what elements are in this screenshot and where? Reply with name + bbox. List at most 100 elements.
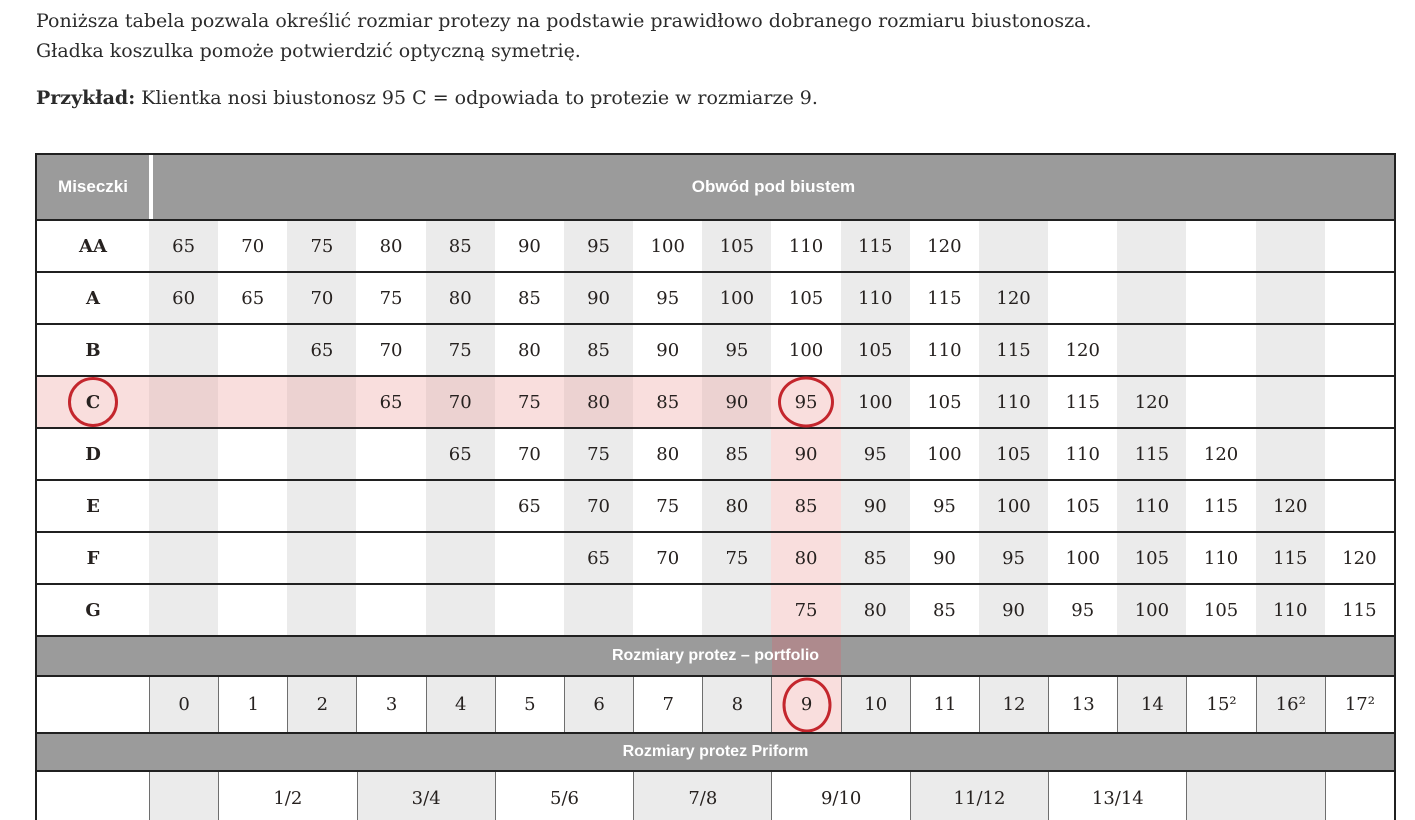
priform-cell-9-10: 9/10 <box>771 772 910 820</box>
cell-C-col2 <box>218 377 288 427</box>
cell-C-col17 <box>1255 377 1325 427</box>
size-cell-13: 13 <box>1048 677 1118 732</box>
cell-D-col1 <box>149 429 219 479</box>
priform-cell-empty-9 <box>1324 772 1394 820</box>
cell-B-col9: 95 <box>702 325 772 375</box>
cell-AA-col18 <box>1324 221 1394 271</box>
priform-row-empty-cell <box>37 772 149 820</box>
cell-D-col12: 100 <box>909 429 979 479</box>
cell-F-col12: 90 <box>909 533 979 583</box>
cell-AA-col17 <box>1255 221 1325 271</box>
cell-B-col10: 100 <box>771 325 841 375</box>
cell-D-col11: 95 <box>840 429 910 479</box>
cell-C-col12: 105 <box>909 377 979 427</box>
cell-AA-col1: 65 <box>149 221 219 271</box>
cell-E-col11: 90 <box>840 481 910 531</box>
cell-E-col17: 120 <box>1255 481 1325 531</box>
cup-label-F: F <box>37 533 149 583</box>
cell-D-col17 <box>1255 429 1325 479</box>
cell-F-col4 <box>356 533 426 583</box>
cell-F-col8: 70 <box>633 533 703 583</box>
cell-A-col17 <box>1255 273 1325 323</box>
size-cell-3: 3 <box>356 677 426 732</box>
cell-A-col10: 105 <box>771 273 841 323</box>
cell-B-col13: 115 <box>978 325 1049 375</box>
cell-A-col3: 70 <box>287 273 357 323</box>
cell-D-col5: 65 <box>425 429 495 479</box>
size-cell-4: 4 <box>425 677 495 732</box>
cell-D-col8: 80 <box>633 429 703 479</box>
cell-F-col10: 80 <box>771 533 841 583</box>
cup-row-D: D 65 70 75 80 85 90 95 100 105 110 115 120 <box>37 427 1394 479</box>
cell-E-col16: 115 <box>1186 481 1256 531</box>
cell-A-col13: 120 <box>978 273 1049 323</box>
priform-cell-empty-0 <box>149 772 219 820</box>
cell-A-col12: 115 <box>909 273 979 323</box>
cell-D-col7: 75 <box>563 429 634 479</box>
cell-AA-col11: 115 <box>840 221 910 271</box>
cell-A-col4: 75 <box>356 273 426 323</box>
cup-row-F: F 65 70 75 80 85 90 95 100 105 110 115 120 <box>37 531 1394 583</box>
cup-row-C: C 65 70 75 80 85 90 95 100 105 110 115 120 <box>37 375 1394 428</box>
cell-C-col8: 85 <box>633 377 703 427</box>
cell-G-col14: 95 <box>1048 585 1118 635</box>
priform-cell-5-6: 5/6 <box>494 772 634 820</box>
cell-F-col1 <box>149 533 219 583</box>
cell-C-col18 <box>1324 377 1394 427</box>
cell-E-col13: 100 <box>978 481 1049 531</box>
cup-label-B: B <box>37 325 149 375</box>
priform-cell-3-4: 3/4 <box>356 772 495 820</box>
cell-B-col14: 120 <box>1048 325 1118 375</box>
cell-B-col11: 105 <box>840 325 910 375</box>
size-cell-14: 14 <box>1117 677 1187 732</box>
cell-E-col2 <box>218 481 288 531</box>
cell-C-col1 <box>149 377 219 427</box>
cell-F-col14: 100 <box>1048 533 1118 583</box>
cell-G-col7 <box>563 585 634 635</box>
cell-AA-col9: 105 <box>702 221 772 271</box>
portfolio-band-highlight-tint <box>771 637 841 675</box>
cell-F-col6 <box>494 533 564 583</box>
cell-G-col15: 100 <box>1117 585 1187 635</box>
cell-C-col5: 70 <box>425 377 495 427</box>
cell-C-col6: 75 <box>494 377 564 427</box>
cell-D-col10: 90 <box>771 429 841 479</box>
cell-B-col5: 75 <box>425 325 495 375</box>
cell-A-col14 <box>1048 273 1118 323</box>
cell-AA-col2: 70 <box>218 221 288 271</box>
cell-E-col6: 65 <box>494 481 564 531</box>
cell-B-col7: 85 <box>563 325 634 375</box>
cell-AA-col8: 100 <box>633 221 703 271</box>
size-cell-9: 9 <box>771 677 841 732</box>
cell-B-col3: 65 <box>287 325 357 375</box>
cell-E-col18 <box>1324 481 1394 531</box>
size-cell-15²: 15² <box>1186 677 1256 732</box>
cell-A-col9: 100 <box>702 273 772 323</box>
priform-cell-empty-8 <box>1186 772 1325 820</box>
cell-A-col8: 95 <box>633 273 703 323</box>
cup-label-G: G <box>37 585 149 635</box>
cup-label-D: D <box>37 429 149 479</box>
cell-B-col6: 80 <box>494 325 564 375</box>
cell-D-col6: 70 <box>494 429 564 479</box>
cell-B-col18 <box>1324 325 1394 375</box>
cell-E-col10: 85 <box>771 481 841 531</box>
cell-B-col12: 110 <box>909 325 979 375</box>
cell-G-col2 <box>218 585 288 635</box>
cell-A-col6: 85 <box>494 273 564 323</box>
cell-AA-col15 <box>1117 221 1187 271</box>
portfolio-band-row: Rozmiary protez – portfolio <box>37 635 1394 675</box>
cell-E-col8: 75 <box>633 481 703 531</box>
cell-C-col11: 100 <box>840 377 910 427</box>
red-circle-size-9 <box>782 677 832 732</box>
size-cell-8: 8 <box>702 677 772 732</box>
cell-F-col17: 115 <box>1255 533 1325 583</box>
size-cell-1: 1 <box>218 677 288 732</box>
size-cell-10: 10 <box>840 677 910 732</box>
example-text: Klientka nosi biustonosz 95 C = odpowiad… <box>135 87 818 109</box>
cell-F-col9: 75 <box>702 533 772 583</box>
cell-D-col14: 110 <box>1048 429 1118 479</box>
cell-G-col13: 90 <box>978 585 1049 635</box>
cell-AA-col13 <box>978 221 1049 271</box>
red-circle-cup-C <box>68 377 118 427</box>
